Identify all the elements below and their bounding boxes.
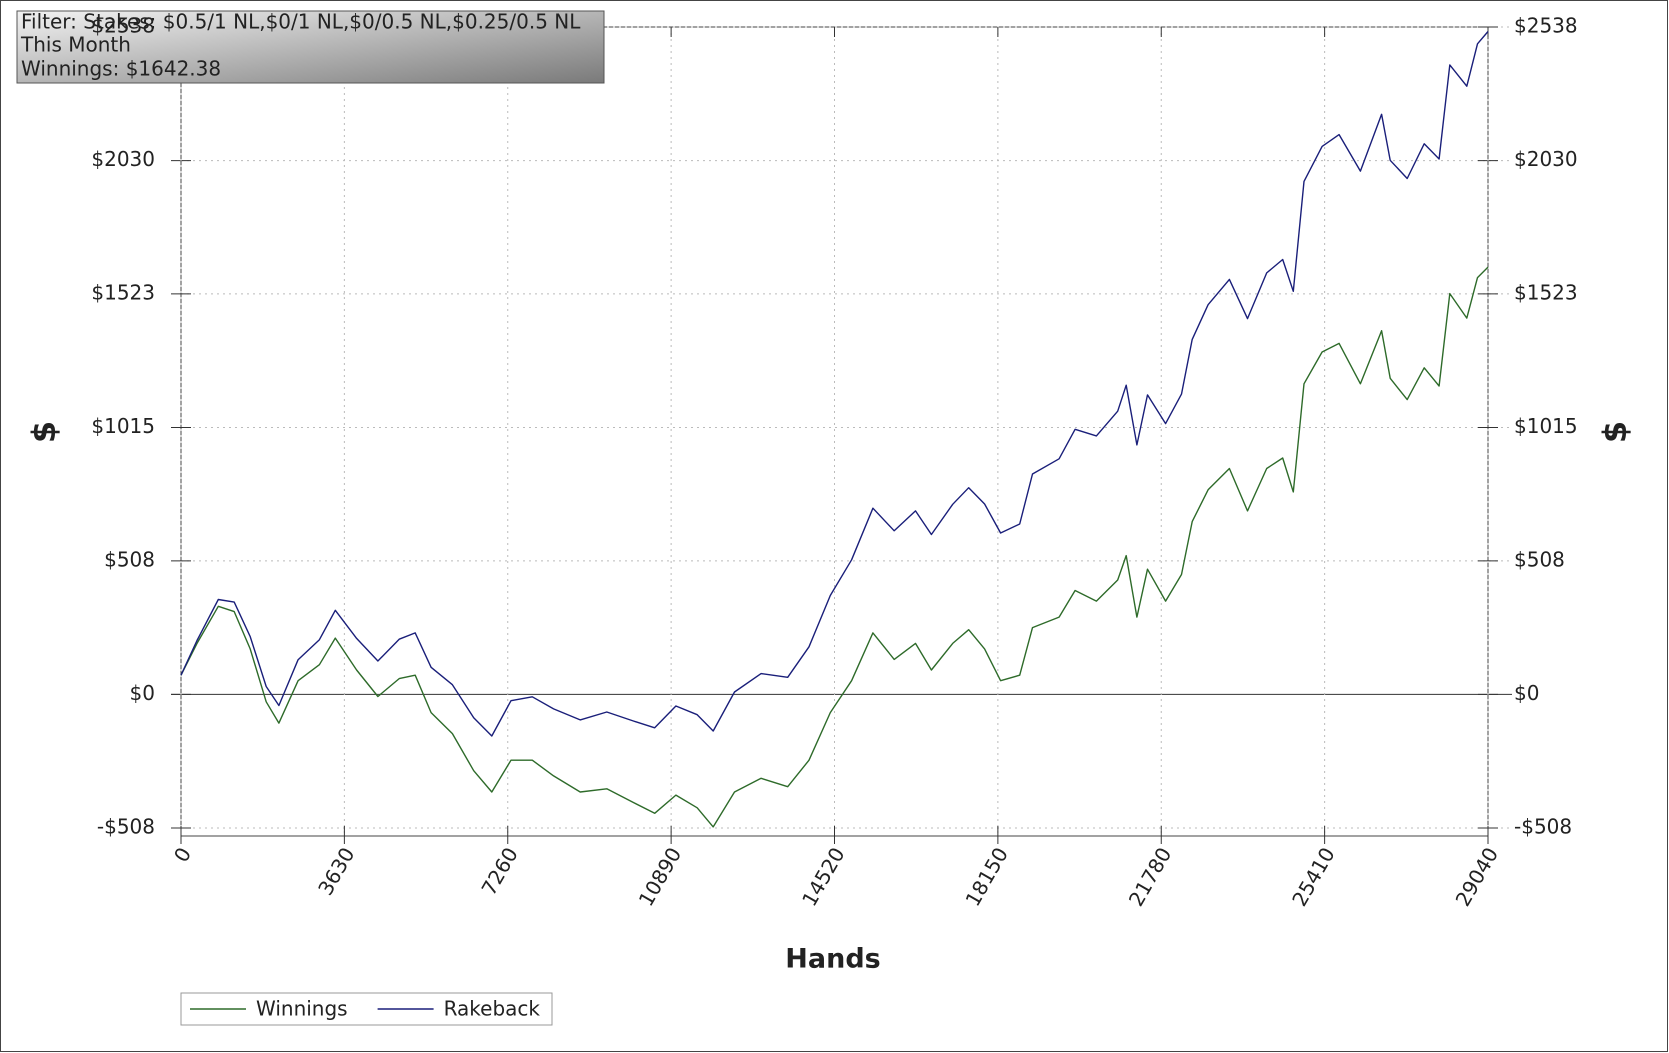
info-line: This Month xyxy=(20,33,131,57)
series-line xyxy=(180,266,1489,828)
lines xyxy=(180,31,1489,828)
y-tick-label: $0 xyxy=(130,681,155,705)
info-line: Filter: Stakes: $0.5/1 NL,$0/1 NL,$0/0.5… xyxy=(21,10,581,34)
y2-tick-label: $2538 xyxy=(1514,14,1578,38)
y2-tick-label: -$508 xyxy=(1514,815,1572,839)
y-tick-label: $2538 xyxy=(91,14,155,38)
y-axis-label: $ xyxy=(25,421,63,443)
series-line xyxy=(180,31,1489,737)
y-tick-label: -$508 xyxy=(97,815,155,839)
info-line: Winnings: $1642.38 xyxy=(21,57,221,81)
y2-tick-label: $0 xyxy=(1514,681,1539,705)
y2-axis-label: $ xyxy=(1596,421,1634,443)
y2-tick-label: $508 xyxy=(1514,547,1565,571)
x-axis-label: Hands xyxy=(785,944,880,975)
y2-tick-label: $1523 xyxy=(1514,280,1578,304)
legend-label: Rakeback xyxy=(444,997,541,1021)
y-tick-label: $508 xyxy=(104,547,155,571)
legend-label: Winnings xyxy=(256,997,348,1021)
y-tick-label: $1015 xyxy=(91,414,155,438)
y2-tick-label: $2030 xyxy=(1514,147,1578,171)
info-box xyxy=(16,10,605,84)
y-tick-label: $2030 xyxy=(91,147,155,171)
y2-tick-label: $1015 xyxy=(1514,414,1578,438)
y-tick-label: $1523 xyxy=(91,280,155,304)
